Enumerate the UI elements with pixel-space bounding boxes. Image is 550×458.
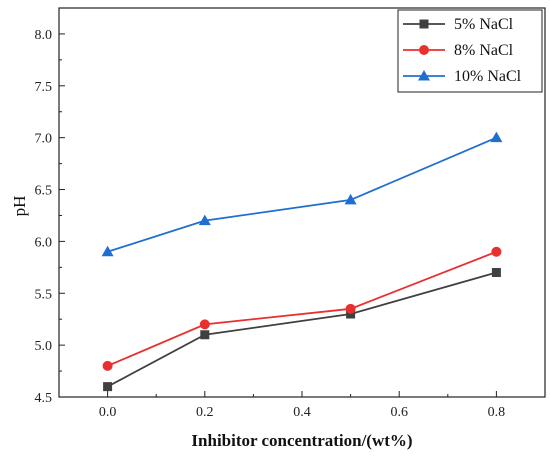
series-line — [107, 250, 497, 367]
y-tick-label: 5.5 — [35, 287, 53, 302]
y-tick-label: 6.5 — [35, 184, 53, 199]
x-tick-label: 0.6 — [390, 405, 408, 420]
x-tick-label: 0.4 — [293, 405, 311, 420]
data-point — [491, 246, 502, 257]
data-point — [490, 131, 503, 143]
x-axis-title: Inhibitor concentration/(wt%) — [191, 431, 412, 450]
legend-entry: 8% NaCl — [403, 42, 514, 59]
y-tick-label: 7.0 — [35, 132, 53, 147]
data-point — [198, 214, 211, 226]
data-point — [346, 309, 356, 319]
series-line — [107, 136, 497, 253]
series-1 — [103, 268, 501, 392]
series-3 — [101, 131, 503, 257]
data-point — [103, 382, 113, 392]
data-point — [200, 330, 210, 340]
y-tick-label: 5.0 — [35, 339, 53, 354]
legend-label: 5% NaCl — [454, 16, 514, 33]
legend-entry: 5% NaCl — [403, 16, 514, 33]
series-2 — [102, 246, 502, 371]
y-axis: 4.5 5.0 5.5 6.0 6.5 7.0 7.5 8.0 — [35, 28, 65, 406]
data-point — [345, 303, 356, 314]
y-tick-label: 4.5 — [35, 391, 53, 406]
y-axis-title: pH — [10, 196, 29, 217]
x-tick-label: 0.8 — [488, 405, 506, 420]
legend-marker — [418, 70, 430, 81]
data-point — [101, 245, 114, 257]
y-tick-label: 8.0 — [35, 28, 53, 43]
data-point — [491, 268, 501, 278]
data-point — [199, 319, 210, 330]
x-tick-label: 0.2 — [196, 405, 214, 420]
data-point — [344, 193, 357, 205]
legend-label: 10% NaCl — [454, 68, 522, 85]
y-tick-label: 6.0 — [35, 235, 53, 250]
legend: 5% NaCl 8% NaCl 10% NaCl — [397, 9, 543, 93]
legend-marker — [419, 19, 429, 29]
series-layer — [101, 131, 503, 392]
y-tick-label: 7.5 — [35, 80, 53, 95]
legend-label: 8% NaCl — [454, 42, 514, 59]
x-axis: 0.0 0.2 0.4 0.6 0.8 — [99, 391, 505, 420]
x-tick-label: 0.0 — [99, 405, 117, 420]
legend-entry: 10% NaCl — [403, 68, 522, 85]
series-line — [107, 271, 497, 388]
data-point — [102, 360, 113, 371]
legend-marker — [419, 45, 429, 55]
